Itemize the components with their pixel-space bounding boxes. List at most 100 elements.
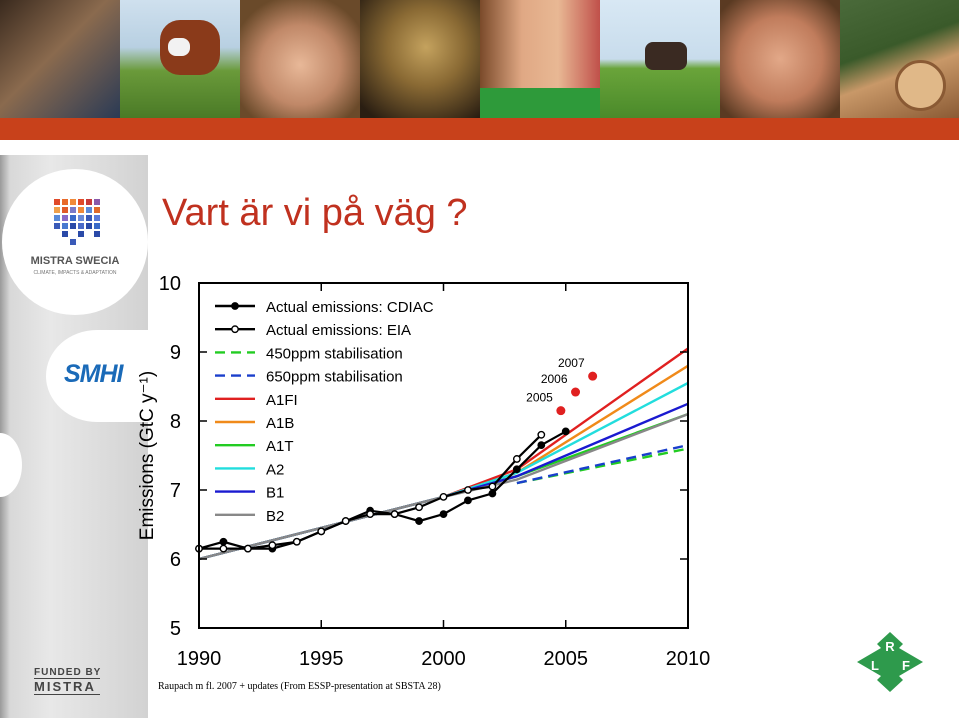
lrf-logo-shape	[857, 632, 923, 692]
series-line-a2	[198, 381, 689, 561]
data-point-actual-emissions-cdiac	[488, 489, 497, 498]
x-tick-label-1995: 1995	[299, 648, 344, 670]
annotation-label-2005: 2005	[526, 391, 553, 405]
plot-area	[199, 283, 688, 628]
data-point-actual-emissions-eia	[219, 544, 228, 553]
data-point-actual-emissions-cdiac	[341, 517, 350, 525]
data-point-actual-emissions-cdiac	[464, 496, 472, 505]
data-point-actual-emissions-eia	[439, 492, 448, 501]
lrf-logo: R L F	[857, 632, 923, 692]
data-point-actual-emissions-cdiac	[243, 544, 252, 553]
smhi-logo: SMHI	[46, 330, 148, 422]
legend-label-actual-emissions-eia: Actual emissions: EIA	[266, 322, 411, 339]
series-line-450ppm-stabilisation	[516, 447, 689, 485]
annotation-point-2006	[571, 387, 581, 397]
legend-label-a1fi: A1FI	[266, 392, 298, 409]
data-point-actual-emissions-cdiac	[390, 510, 399, 519]
data-point-actual-emissions-cdiac	[512, 465, 521, 474]
data-point-actual-emissions-cdiac	[219, 537, 228, 546]
legend-marker-actual-emissions-cdiac	[231, 302, 239, 310]
legend-label-a1b: A1B	[266, 415, 294, 432]
data-point-actual-emissions-cdiac	[537, 441, 546, 450]
banner-photo-cows	[120, 0, 240, 118]
header-red-bar	[0, 118, 959, 140]
data-point-actual-emissions-cdiac	[268, 544, 277, 553]
data-point-actual-emissions-eia	[512, 455, 521, 463]
annotation-point-2005	[556, 406, 566, 416]
data-point-actual-emissions-cdiac	[195, 544, 203, 553]
funded-by-mistra-logo: FUNDED BY MISTRA	[34, 667, 114, 695]
y-tick-label-9: 9	[170, 342, 181, 364]
banner-photo-logs	[840, 0, 959, 118]
legend-label-b2: B2	[266, 508, 284, 525]
legend-label-650ppm-stabilisation: 650ppm stabilisation	[266, 369, 403, 386]
legend-label-a2: A2	[266, 461, 284, 478]
legend-label-actual-emissions-cdiac: Actual emissions: CDIAC	[266, 299, 434, 316]
mistra-swecia-emblem	[54, 199, 100, 245]
series-line-b2	[198, 412, 689, 561]
mistra-swecia-logo: MISTRA SWECIA CLIMATE, IMPACTS & ADAPTAT…	[2, 169, 148, 315]
series-line-a1b	[198, 364, 689, 561]
smhi-wordmark: SMHI	[64, 360, 123, 388]
data-point-actual-emissions-cdiac	[366, 506, 375, 515]
banner-photo-couple	[480, 0, 600, 118]
sidebar-half-circle	[0, 433, 22, 497]
plot-frame	[198, 282, 689, 629]
mistra-swecia-name: MISTRA SWECIA	[30, 255, 120, 267]
x-tick-label-2005: 2005	[544, 648, 589, 670]
data-point-actual-emissions-cdiac	[292, 537, 301, 546]
data-point-actual-emissions-cdiac	[561, 427, 570, 436]
slide-title: Vart är vi på väg ?	[162, 192, 468, 234]
x-tick-label-2000: 2000	[421, 648, 466, 670]
y-tick-label-5: 5	[170, 618, 181, 640]
data-point-actual-emissions-eia	[292, 537, 301, 546]
y-tick-label-7: 7	[170, 480, 181, 502]
data-point-actual-emissions-cdiac	[439, 510, 448, 519]
data-point-actual-emissions-cdiac	[317, 527, 326, 536]
series-line-actual-emissions-cdiac	[198, 430, 567, 550]
legend-label-a1t: A1T	[266, 438, 294, 455]
data-point-actual-emissions-eia	[341, 517, 350, 525]
series-line-a1t	[198, 412, 689, 561]
y-tick-label-8: 8	[170, 411, 181, 433]
y-tick-label-6: 6	[170, 549, 181, 571]
data-point-actual-emissions-eia	[366, 510, 375, 519]
data-point-actual-emissions-eia	[195, 544, 203, 553]
left-sidebar: MISTRA SWECIA CLIMATE, IMPACTS & ADAPTAT…	[0, 155, 148, 718]
mistra-text: MISTRA	[34, 678, 100, 695]
legend-label-450ppm-stabilisation: 450ppm stabilisation	[266, 345, 403, 362]
data-point-actual-emissions-eia	[243, 544, 252, 553]
data-point-actual-emissions-eia	[488, 482, 497, 491]
data-point-actual-emissions-cdiac	[415, 517, 423, 525]
lrf-logo-l: L	[871, 658, 879, 673]
legend-label-b1: B1	[266, 485, 284, 502]
data-point-actual-emissions-eia	[537, 430, 546, 439]
data-point-actual-emissions-eia	[464, 486, 472, 494]
funded-by-text: FUNDED BY	[34, 667, 102, 678]
banner-photo-potatoes	[360, 0, 480, 118]
legend-marker-actual-emissions-eia	[231, 325, 239, 334]
series-line-actual-emissions-eia	[199, 434, 543, 550]
x-tick-label-2010: 2010	[666, 648, 711, 670]
annotation-label-2006: 2006	[541, 372, 568, 386]
annotation-point-2007	[588, 371, 598, 381]
banner-photo-man	[720, 0, 840, 118]
annotation-label-2007: 2007	[558, 356, 585, 370]
data-point-actual-emissions-eia	[390, 510, 399, 519]
source-credit: Raupach m fl. 2007 + updates (From ESSP-…	[158, 681, 441, 692]
mistra-swecia-subtitle: CLIMATE, IMPACTS & ADAPTATION	[33, 270, 117, 276]
series-line-650ppm-stabilisation	[516, 443, 689, 485]
y-tick-label-10: 10	[159, 273, 181, 295]
series-line-a1fi	[198, 347, 689, 561]
banner-photo-woman	[240, 0, 360, 118]
banner-photo-horses	[600, 0, 720, 118]
lrf-logo-r: R	[885, 639, 895, 654]
lrf-logo-f: F	[902, 658, 910, 673]
banner-photo-men	[0, 0, 120, 118]
banner-photo-strip	[0, 0, 959, 118]
data-point-actual-emissions-eia	[317, 527, 326, 536]
data-point-actual-emissions-eia	[415, 503, 423, 512]
data-point-actual-emissions-eia	[268, 541, 277, 550]
series-line-b1	[198, 402, 689, 561]
x-tick-label-1990: 1990	[177, 648, 222, 670]
